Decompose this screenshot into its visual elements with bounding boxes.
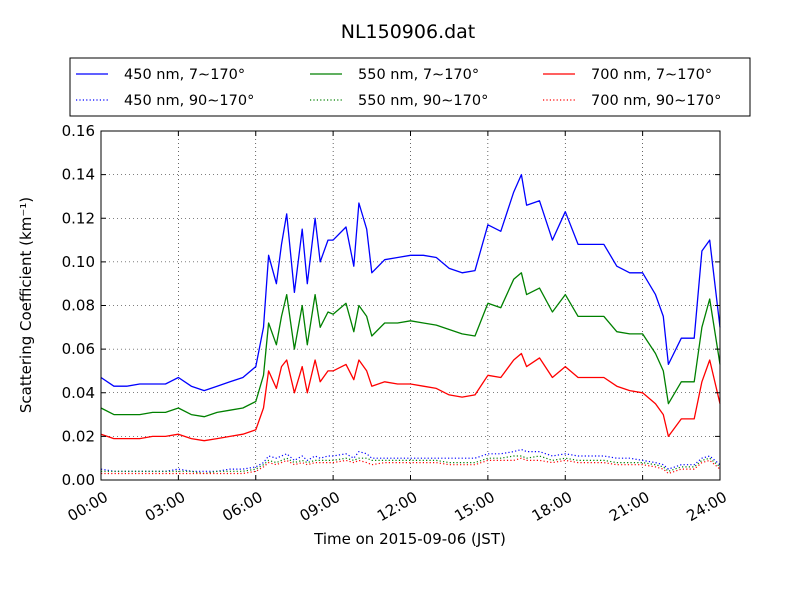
y-tick-label: 0.04	[62, 384, 95, 402]
y-tick-label: 0.12	[62, 209, 95, 227]
x-axis-label: Time on 2015-09-06 (JST)	[313, 530, 506, 548]
series-lines	[100, 173, 721, 475]
legend-items: 450 nm, 7∼170° 550 nm, 7∼170° 700 nm, 7∼17…	[76, 67, 721, 109]
y-tick-label: 0.00	[62, 471, 95, 489]
legend: 450 nm, 7∼170° 550 nm, 7∼170° 700 nm, 7∼17…	[69, 57, 751, 117]
series-line-3	[100, 352, 721, 442]
chart-title: NL150906.dat	[341, 21, 476, 43]
legend-label-1: 450 nm, 7∼170°	[124, 67, 245, 83]
series-line-4	[100, 448, 721, 472]
y-tick-label: 0.06	[62, 340, 95, 358]
y-tick-label: 0.16	[62, 122, 95, 140]
legend-label-6: 700 nm, 90∼170°	[591, 93, 721, 109]
y-tick-label: 0.02	[62, 427, 95, 445]
legend-label-5: 550 nm, 90∼170°	[358, 93, 488, 109]
series-line-6	[101, 457, 721, 475]
y-axis-label: Scattering Coefficient (km⁻¹)	[17, 197, 35, 413]
legend-label-3: 700 nm, 7∼170°	[591, 67, 712, 83]
y-tick-label: 0.10	[62, 253, 95, 271]
series-line-2	[100, 272, 721, 418]
y-tick-label: 0.08	[62, 297, 95, 315]
y-tick-label: 0.14	[62, 166, 95, 184]
legend-label-4: 450 nm, 90∼170°	[124, 93, 254, 109]
legend-label-2: 550 nm, 7∼170°	[358, 67, 479, 83]
legend-frame	[69, 57, 751, 117]
series-line-1	[100, 173, 721, 392]
